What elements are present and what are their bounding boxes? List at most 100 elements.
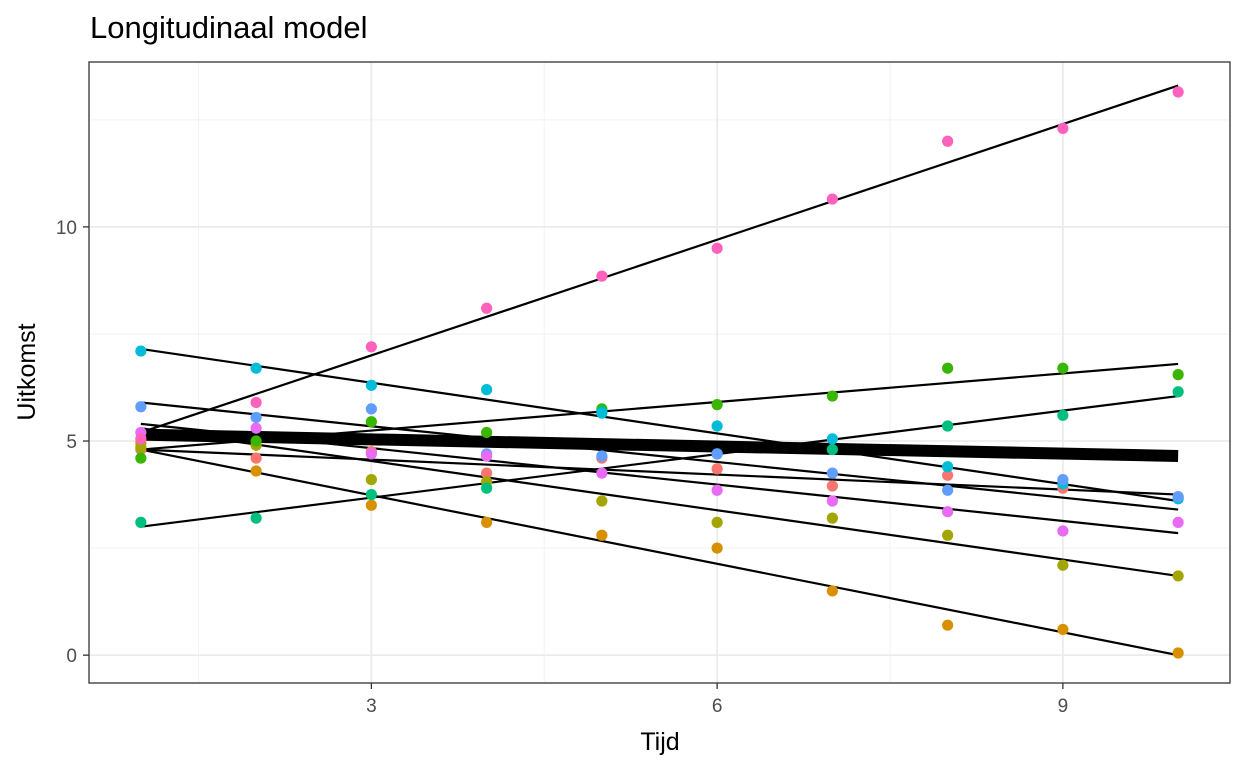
data-point [135, 441, 147, 454]
data-point [481, 384, 493, 396]
data-point [826, 443, 838, 456]
data-point [1057, 409, 1069, 421]
data-point [826, 512, 838, 524]
y-axis-title: Uitkomst [13, 323, 41, 420]
data-point [135, 401, 147, 413]
data-point [250, 465, 262, 477]
data-point [711, 542, 723, 554]
fit-line-9 [140, 448, 1179, 496]
data-point [942, 529, 954, 541]
data-point [942, 362, 954, 374]
fit-line-5 [140, 394, 1179, 528]
data-point [1172, 516, 1184, 528]
data-point [826, 433, 838, 445]
data-point [1172, 386, 1184, 398]
data-point [1057, 623, 1069, 636]
data-point [596, 467, 608, 479]
data-point [365, 341, 377, 353]
mean-trend [140, 428, 1179, 463]
data-point [1172, 491, 1184, 503]
y-axis: 0 5 10 [56, 218, 89, 667]
data-point [481, 467, 493, 479]
data-point [135, 452, 147, 464]
data-point [365, 379, 377, 391]
data-point [250, 435, 262, 447]
data-point [1172, 647, 1184, 659]
data-point [250, 411, 262, 424]
data-point [826, 193, 838, 205]
x-axis: 3 6 9 [366, 683, 1068, 717]
data-point [1057, 473, 1069, 486]
data-point [250, 452, 262, 464]
data-point [1057, 525, 1069, 537]
data-point [942, 135, 954, 147]
data-point [711, 399, 723, 411]
major-gridlines [89, 62, 1230, 683]
data-point [596, 495, 608, 507]
data-point [365, 416, 377, 428]
data-point [365, 448, 377, 460]
data-point [135, 433, 147, 445]
fit-line-2 [140, 448, 1179, 657]
data-point [596, 450, 608, 462]
data-point [1172, 369, 1184, 381]
y-tick-label: 5 [66, 432, 77, 453]
chart-title: Longitudinaal model [90, 10, 368, 45]
x-axis-title: Tijd [640, 728, 679, 756]
data-point [826, 495, 838, 507]
data-point [942, 619, 954, 631]
data-point [711, 516, 723, 528]
x-tick-label: 9 [1058, 696, 1069, 717]
fit-lines [140, 84, 1179, 657]
data-point [596, 407, 608, 419]
data-point [711, 420, 723, 432]
data-point [481, 450, 493, 462]
fit-line-7 [140, 401, 1179, 511]
data-point [1172, 570, 1184, 582]
fit-line-3 [140, 427, 1179, 578]
data-point [596, 529, 608, 541]
data-point [1057, 362, 1069, 374]
data-point [826, 585, 838, 597]
mean-trend-line [140, 428, 1179, 463]
data-point [596, 270, 608, 282]
data-point [365, 473, 377, 486]
data-point [481, 302, 493, 314]
data-point [826, 390, 838, 402]
data-point [711, 484, 723, 496]
data-point [942, 506, 954, 518]
data-point [365, 488, 377, 501]
data-point [481, 426, 493, 439]
data-points [135, 86, 1184, 659]
minor-gridlines [89, 62, 1230, 683]
data-point [942, 484, 954, 496]
data-point [1057, 122, 1069, 134]
data-point [826, 480, 838, 492]
data-point [711, 448, 723, 460]
data-point [481, 516, 493, 528]
data-point [250, 512, 262, 524]
fit-line-6 [140, 347, 1179, 503]
x-tick-label: 6 [712, 696, 723, 717]
x-tick-label: 3 [366, 696, 377, 717]
y-tick-label: 10 [56, 218, 77, 239]
data-point [250, 422, 262, 434]
data-point [711, 463, 723, 475]
data-point [481, 482, 493, 494]
data-point [1172, 86, 1184, 98]
data-point [250, 362, 262, 374]
data-point [135, 516, 147, 528]
data-point [942, 461, 954, 473]
data-point [250, 396, 262, 409]
data-point [135, 345, 147, 357]
data-point [365, 499, 377, 511]
y-tick-label: 0 [66, 646, 77, 667]
panel-border [88, 61, 1231, 684]
data-point [711, 242, 723, 254]
data-point [942, 420, 954, 432]
data-point [365, 403, 377, 415]
fit-line-1 [140, 84, 1179, 434]
data-point [826, 467, 838, 479]
data-point [1057, 559, 1069, 571]
